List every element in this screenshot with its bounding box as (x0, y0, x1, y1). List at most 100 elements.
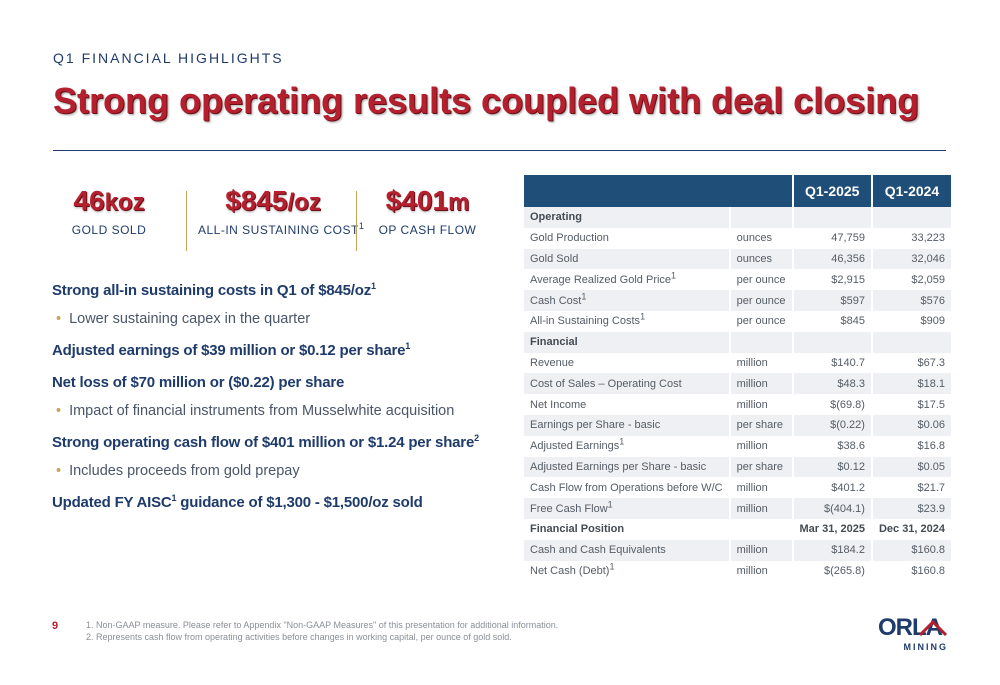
highlight-heading: Strong operating cash flow of $401 milli… (52, 433, 479, 452)
row-unit: million (728, 539, 793, 561)
highlight-subpoint: • Includes proceeds from gold prepay (56, 463, 300, 479)
page-number: 9 (52, 620, 59, 632)
row-label: Adjusted Earnings per Share - basic (524, 456, 730, 478)
column-header (729, 175, 793, 207)
kpi-label: OP CASH FLOW (378, 223, 477, 237)
value-q1-2025 (791, 331, 872, 353)
value-q1-2024: $160.8 (870, 539, 952, 561)
table-section-row: Financial Position Mar 31, 2025 Dec 31, 20… (524, 518, 952, 540)
row-unit: ounces (728, 248, 793, 270)
value-q1-2025: $0.12 (791, 456, 872, 478)
table-body: Operating Gold Production ounces 47,759 33,2… (524, 207, 952, 582)
table-section-row: Operating (524, 207, 952, 228)
highlight-heading: Strong all-in sustaining costs in Q1 of … (52, 281, 376, 300)
row-unit (728, 518, 793, 540)
row-label: Net Cash (Debt)1 (524, 560, 730, 582)
highlight-subpoint: • Lower sustaining capex in the quarter (56, 311, 311, 327)
value-q1-2025 (791, 207, 872, 228)
value-q1-2025: $401.2 (791, 477, 872, 499)
row-label: Cash and Cash Equivalents (524, 539, 730, 561)
value-q1-2024: $23.9 (870, 498, 952, 519)
footnote: 1. Non-GAAP measure. Please refer to App… (86, 620, 559, 630)
value-q1-2025: Mar 31, 2025 (791, 518, 872, 540)
table-row: Cash Cost1 per ounce $597 $576 (524, 290, 952, 311)
kpi-value: $845/oz (225, 185, 321, 216)
company-logo: ORLA MINING (878, 616, 948, 656)
row-unit: per share (728, 414, 793, 436)
value-q1-2025: $140.7 (791, 352, 872, 374)
highlight-heading: Net loss of $70 million or ($0.22) per s… (52, 374, 345, 391)
page-title: Strong operating results coupled with de… (53, 80, 920, 121)
value-q1-2025: 47,759 (791, 227, 872, 249)
highlight-heading: Updated FY AISC1 guidance of $1,300 - $1… (52, 493, 423, 512)
kpi-divider (186, 191, 187, 251)
row-label: Operating (524, 207, 730, 228)
table-row: All-in Sustaining Costs1 per ounce $845 $90… (524, 310, 952, 332)
financial-table: Q1-2025 Q1-2024 Operating Gold Production… (524, 175, 952, 582)
row-unit: per ounce (728, 269, 793, 291)
row-unit: million (728, 373, 793, 395)
value-q1-2024 (870, 207, 952, 228)
value-q1-2024: $18.1 (870, 373, 952, 395)
value-q1-2025: $845 (791, 310, 872, 332)
value-q1-2024: $21.7 (870, 477, 952, 499)
value-q1-2025: $2,915 (791, 269, 872, 291)
row-unit: million (728, 498, 793, 519)
value-q1-2024: $2,059 (870, 269, 952, 291)
table-row: Adjusted Earnings per Share - basic per s… (524, 456, 952, 478)
table-row: Free Cash Flow1 million $(404.1) $23.9 (524, 498, 952, 519)
row-unit (728, 207, 793, 228)
highlights-list: Strong all-in sustaining costs in Q1 of … (52, 281, 479, 526)
row-label: Gold Sold (524, 248, 730, 270)
value-q1-2025: 46,356 (791, 248, 872, 270)
value-q1-2025: $(265.8) (791, 560, 872, 582)
kpi-gold-sold: 46koz GOLD SOLD (50, 185, 168, 237)
value-q1-2025: $48.3 (791, 373, 872, 395)
row-unit: million (728, 560, 793, 582)
table-section-row: Financial (524, 331, 952, 353)
row-unit: million (728, 435, 793, 457)
footnotes: 1. Non-GAAP measure. Please refer to App… (86, 619, 558, 643)
value-q1-2024: $576 (870, 290, 952, 311)
value-q1-2025: $(69.8) (791, 394, 872, 415)
title-divider (53, 150, 946, 151)
row-label: Gold Production (524, 227, 730, 249)
table-row: Gold Production ounces 47,759 33,223 (524, 227, 952, 249)
bullet-dot-icon: • (56, 463, 62, 479)
table-row: Adjusted Earnings1 million $38.6 $16.8 (524, 435, 952, 457)
row-label: Average Realized Gold Price1 (524, 269, 730, 291)
table-row: Cost of Sales – Operating Cost million $48… (524, 373, 952, 395)
row-unit: per ounce (728, 310, 793, 332)
table-row: Net Cash (Debt)1 million $(265.8) $160.8 (524, 560, 952, 582)
table-row: Net Income million $(69.8) $17.5 (524, 394, 952, 415)
logo-subtitle: MINING (903, 642, 948, 652)
row-label: All-in Sustaining Costs1 (524, 310, 730, 332)
section-eyebrow: Q1 FINANCIAL HIGHLIGHTS (53, 50, 284, 66)
value-q1-2024: $16.8 (870, 435, 952, 457)
value-q1-2025: $38.6 (791, 435, 872, 457)
value-q1-2024: Dec 31, 2024 (870, 518, 952, 540)
value-q1-2024: 32,046 (870, 248, 952, 270)
column-header-q1-2024: Q1-2024 (870, 175, 952, 207)
value-q1-2024: 33,223 (870, 227, 952, 249)
value-q1-2025: $(0.22) (791, 414, 872, 436)
highlight-subpoint: • Impact of financial instruments from Mu… (56, 403, 455, 419)
kpi-op-cash-flow: $401m OP CASH FLOW (370, 185, 485, 237)
kpi-aisc: $845/oz ALL-IN SUSTAINING COST1 (198, 185, 364, 237)
table-row: Average Realized Gold Price1 per ounce $2,… (524, 269, 952, 291)
bullet-dot-icon: • (56, 311, 62, 327)
row-unit: million (728, 394, 793, 415)
column-header-q1-2025: Q1-2025 (791, 175, 872, 207)
value-q1-2024 (870, 331, 952, 353)
kpi-value: 46koz (73, 185, 145, 216)
row-unit: ounces (728, 227, 793, 249)
value-q1-2024: $160.8 (870, 560, 952, 582)
highlight-heading: Adjusted earnings of $39 million or $0.1… (52, 341, 411, 360)
value-q1-2025: $(404.1) (791, 498, 872, 519)
row-label: Net Income (524, 394, 730, 415)
column-header (524, 175, 730, 207)
value-q1-2025: $184.2 (791, 539, 872, 561)
table-row: Gold Sold ounces 46,356 32,046 (524, 248, 952, 270)
row-label: Cash Cost1 (524, 290, 730, 311)
value-q1-2024: $909 (870, 310, 952, 332)
